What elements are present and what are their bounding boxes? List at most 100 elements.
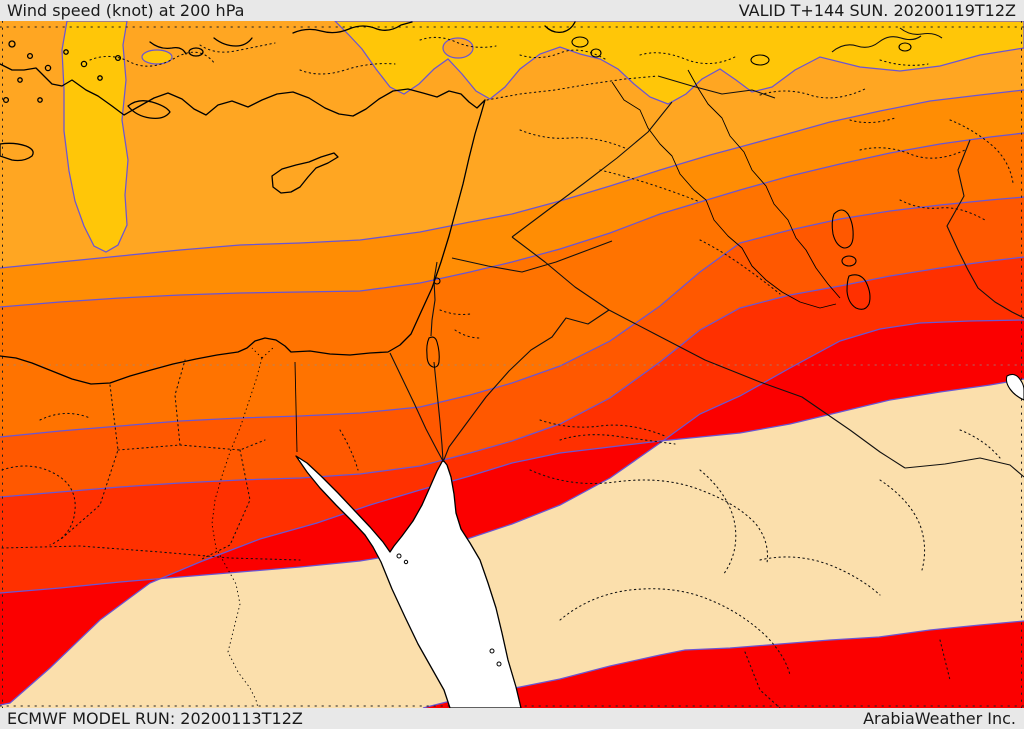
border-jordan-saudi [442,309,610,463]
model-run-label: ECMWF MODEL RUN: 20200113T12Z [7,709,303,728]
admin-line [299,63,396,75]
admin-line [486,75,659,101]
persian-gulf-tip [1005,373,1024,401]
admin-line [959,429,1001,459]
contour-line [0,196,1024,438]
red-sea-islet [396,553,402,559]
band-orange3 [0,133,1024,437]
brand-label: ArabiaWeather Inc. [863,709,1016,728]
lakes [426,36,912,368]
band-gold-north [334,21,1024,105]
admin-line [1,465,76,546]
wind-speed-map [0,21,1024,708]
lake-van [750,54,770,66]
tigris-river [687,69,841,299]
admin-line [759,556,881,596]
crete-island [0,142,34,162]
admin-line [639,52,736,65]
red-sea-islet [496,661,502,667]
lake-habbaniyah [841,255,857,267]
rhodes-island [127,100,171,120]
lake-sevan [898,42,912,52]
admin-line [559,588,791,676]
admin-borders-dotted [1,36,1014,708]
border-jordan-israel [433,361,444,462]
sea-of-galilee [433,277,441,285]
footer-bar: ECMWF MODEL RUN: 20200113T12Z ArabiaWeat… [0,708,1024,729]
admin-line [1,545,301,561]
contour-line [422,620,1024,708]
sea-areas [295,373,1024,708]
wind-speed-bands [0,21,1024,708]
euphrates-river [611,81,837,309]
border-egypt-israel [389,352,444,462]
admin-line [949,119,1014,184]
aegean-island [2,96,10,104]
aegean-island [37,97,43,103]
contour-lines [0,89,1024,708]
admin-line [454,329,481,339]
band-orange-spot-in-gold [442,37,474,59]
band-redorange [0,257,1024,593]
contour-line [0,256,1024,498]
aegean-island [80,60,88,68]
red-sea-islet [403,559,409,565]
border-syria-jordan [451,240,613,273]
contour-line [0,132,1024,308]
lake-tharthar [831,209,854,249]
band-orange2 [0,90,1024,307]
admin-line [699,239,781,295]
lake-razaza [846,274,871,310]
aegean-island [63,49,69,55]
header-bar: Wind speed (knot) at 200 hPa VALID T+144… [0,0,1024,21]
admin-line [699,469,737,576]
admin-line [599,169,701,203]
admin-line [879,59,929,66]
valid-time-label: VALID T+144 SUN. 20200119T12Z [738,1,1016,20]
country-borders [389,27,1024,478]
border-georgia [899,27,943,39]
map-canvas [0,21,1024,708]
rivers [211,69,841,708]
mediterranean-coast [0,63,486,385]
marmara-coast [149,41,187,55]
contour-line [0,319,1024,594]
red-sea [295,455,522,708]
aegean-island [26,52,34,60]
cyprus-island [271,152,339,194]
black-sea-coast [292,21,413,34]
nile-river [211,357,263,708]
admin-line [899,199,986,221]
dead-sea [426,336,440,368]
aegean-island [114,54,122,62]
admin-line [939,639,951,681]
admin-line [59,384,119,541]
admin-line [759,88,866,99]
band-orange4 [0,197,1024,497]
admin-line [199,42,276,53]
border-saudi-iraq [608,309,906,469]
lake-turkey [590,48,602,58]
black-sea-coast [544,21,576,34]
aegean-island [44,64,52,72]
border-armenia [831,35,922,53]
admin-line [559,434,676,445]
admin-line [39,412,91,421]
admin-line [199,449,251,561]
aegean-island [17,77,23,83]
admin-line [879,479,926,571]
lake-tuz [571,36,589,48]
coastlines [0,21,576,385]
band-red-south [423,621,1024,708]
admin-line [539,419,666,437]
admin-line [117,439,266,451]
admin-line [529,469,768,564]
nile-delta-branch [251,346,275,359]
marmara-island [188,47,204,57]
suez-canal [294,361,298,453]
band-gold-spot [141,49,173,65]
admin-line [419,36,497,48]
admin-line [744,651,781,708]
admin-line [859,147,966,159]
